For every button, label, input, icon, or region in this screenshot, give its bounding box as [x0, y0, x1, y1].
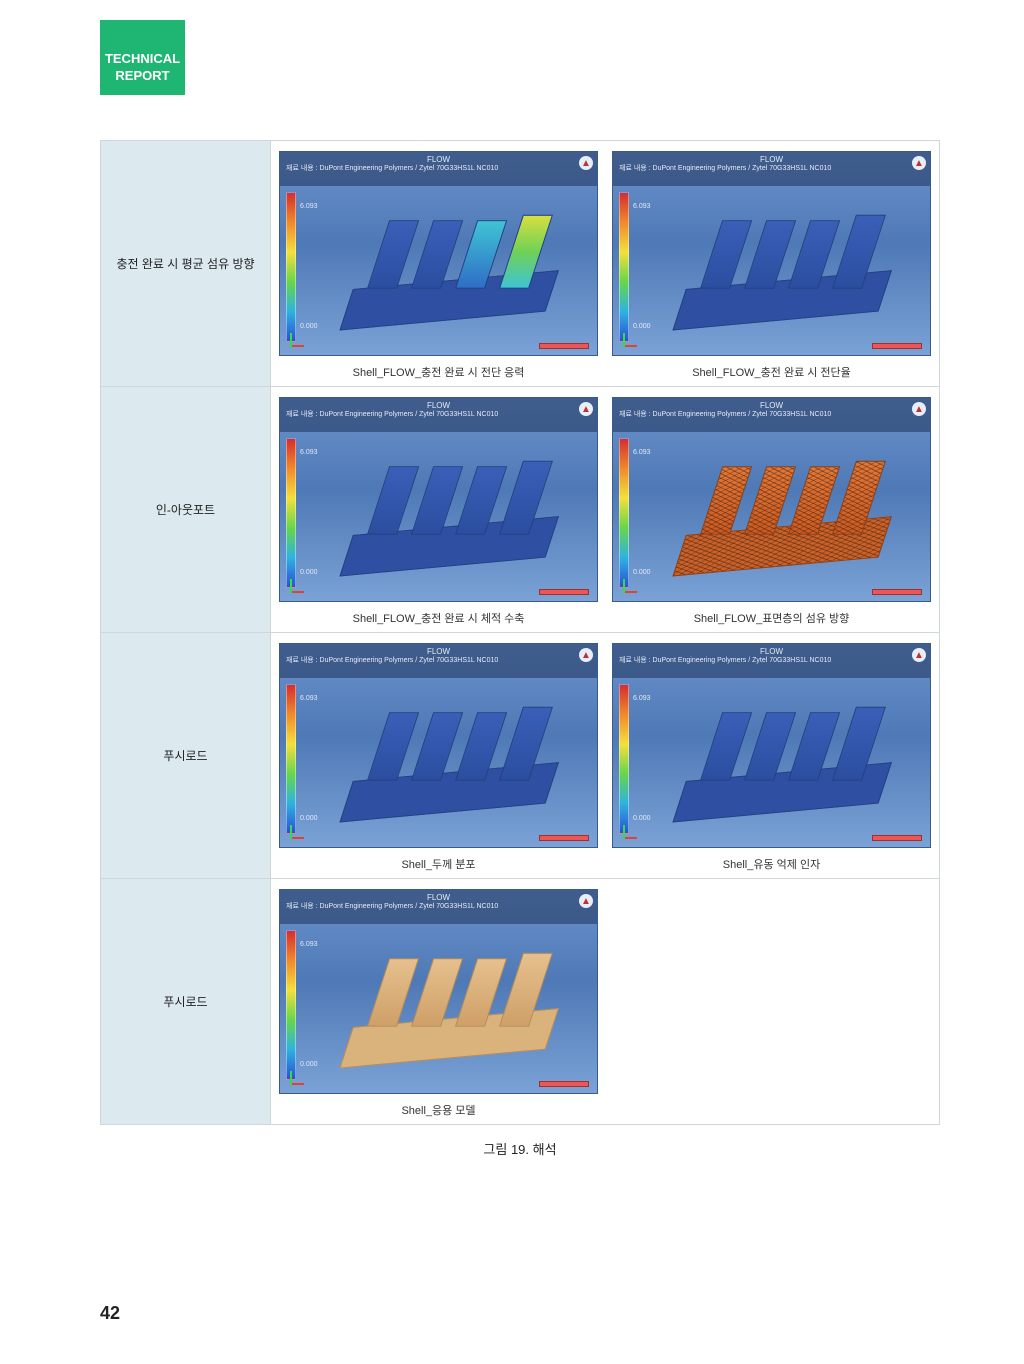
close-icon: ▲ — [579, 648, 593, 662]
sim-header: FLOW 재료 내용 : DuPont Engineering Polymers… — [280, 398, 597, 432]
row-content: FLOW 재료 내용 : DuPont Engineering Polymers… — [271, 633, 939, 878]
close-icon: ▲ — [579, 402, 593, 416]
figure-column: FLOW 재료 내용 : DuPont Engineering Polymers… — [279, 643, 598, 872]
axis-icon — [623, 571, 645, 593]
figure-column: FLOW 재료 내용 : DuPont Engineering Polymers… — [279, 889, 598, 1118]
simulation-viewport: FLOW 재료 내용 : DuPont Engineering Polymers… — [279, 151, 598, 356]
legend-ticks: 6.0930.000 — [633, 684, 651, 834]
scale-bar — [872, 835, 922, 841]
scale-bar — [539, 1081, 589, 1087]
axis-icon — [623, 325, 645, 347]
scale-bar — [539, 835, 589, 841]
figure-caption: Shell_FLOW_표면층의 섬유 방향 — [694, 610, 850, 626]
figure-column: FLOW 재료 내용 : DuPont Engineering Polymers… — [612, 151, 931, 380]
figure-column: FLOW 재료 내용 : DuPont Engineering Polymers… — [612, 643, 931, 872]
figure-table: 충전 완료 시 평균 섬유 방향 FLOW 재료 내용 : DuPont Eng… — [100, 140, 940, 1125]
axis-icon — [290, 571, 312, 593]
figure-column-empty — [612, 889, 931, 1118]
simulation-viewport: FLOW 재료 내용 : DuPont Engineering Polymers… — [279, 643, 598, 848]
scale-bar — [539, 589, 589, 595]
simulation-viewport: FLOW 재료 내용 : DuPont Engineering Polymers… — [612, 643, 931, 848]
color-legend — [286, 438, 296, 588]
sim-header: FLOW 재료 내용 : DuPont Engineering Polymers… — [280, 890, 597, 924]
table-row: 인-아웃포트 FLOW 재료 내용 : DuPont Engineering P… — [101, 387, 939, 633]
row-content: FLOW 재료 내용 : DuPont Engineering Polymers… — [271, 879, 939, 1124]
rendered-part — [675, 459, 910, 567]
simulation-viewport: FLOW 재료 내용 : DuPont Engineering Polymers… — [612, 151, 931, 356]
figure-caption: Shell_FLOW_충전 완료 시 전단율 — [692, 364, 851, 380]
legend-ticks: 6.0930.000 — [633, 438, 651, 588]
row-content: FLOW 재료 내용 : DuPont Engineering Polymers… — [271, 387, 939, 632]
badge-line1: TECHNICAL — [105, 51, 180, 68]
technical-report-badge: TECHNICAL REPORT — [100, 20, 185, 95]
close-icon: ▲ — [912, 402, 926, 416]
legend-ticks: 6.0930.000 — [300, 192, 318, 342]
color-legend — [286, 930, 296, 1080]
row-label: 충전 완료 시 평균 섬유 방향 — [101, 141, 271, 386]
legend-ticks: 6.0930.000 — [300, 684, 318, 834]
simulation-viewport: FLOW 재료 내용 : DuPont Engineering Polymers… — [612, 397, 931, 602]
axis-icon — [290, 325, 312, 347]
figure-caption: Shell_두께 분포 — [401, 856, 475, 872]
row-label: 인-아웃포트 — [101, 387, 271, 632]
rendered-part — [342, 213, 577, 321]
sim-header: FLOW 재료 내용 : DuPont Engineering Polymers… — [280, 152, 597, 186]
rendered-part — [675, 213, 910, 321]
figure-caption: Shell_응용 모델 — [401, 1102, 475, 1118]
sim-header: FLOW 재료 내용 : DuPont Engineering Polymers… — [280, 644, 597, 678]
badge-line2: REPORT — [115, 68, 169, 85]
rendered-part — [342, 951, 577, 1059]
rendered-part — [342, 459, 577, 567]
axis-icon — [290, 817, 312, 839]
sim-header: FLOW 재료 내용 : DuPont Engineering Polymers… — [613, 398, 930, 432]
figure-caption: Shell_FLOW_충전 완료 시 전단 응력 — [353, 364, 525, 380]
table-row: 푸시로드 FLOW 재료 내용 : DuPont Engineering Pol… — [101, 879, 939, 1124]
axis-icon — [290, 1063, 312, 1085]
sim-header: FLOW 재료 내용 : DuPont Engineering Polymers… — [613, 152, 930, 186]
row-content: FLOW 재료 내용 : DuPont Engineering Polymers… — [271, 141, 939, 386]
color-legend — [619, 684, 629, 834]
simulation-viewport: FLOW 재료 내용 : DuPont Engineering Polymers… — [279, 397, 598, 602]
legend-ticks: 6.0930.000 — [300, 930, 318, 1080]
row-label: 푸시로드 — [101, 633, 271, 878]
figure-column: FLOW 재료 내용 : DuPont Engineering Polymers… — [279, 151, 598, 380]
scale-bar — [872, 589, 922, 595]
figure-caption: Shell_유동 억제 인자 — [723, 856, 820, 872]
scale-bar — [539, 343, 589, 349]
figure-column: FLOW 재료 내용 : DuPont Engineering Polymers… — [612, 397, 931, 626]
figure-column: FLOW 재료 내용 : DuPont Engineering Polymers… — [279, 397, 598, 626]
row-label: 푸시로드 — [101, 879, 271, 1124]
figure-caption: Shell_FLOW_충전 완료 시 체적 수축 — [353, 610, 525, 626]
rendered-part — [342, 705, 577, 813]
legend-ticks: 6.0930.000 — [300, 438, 318, 588]
rendered-part — [675, 705, 910, 813]
close-icon: ▲ — [579, 156, 593, 170]
color-legend — [619, 192, 629, 342]
color-legend — [286, 192, 296, 342]
simulation-viewport: FLOW 재료 내용 : DuPont Engineering Polymers… — [279, 889, 598, 1094]
color-legend — [619, 438, 629, 588]
sim-header: FLOW 재료 내용 : DuPont Engineering Polymers… — [613, 644, 930, 678]
table-row: 푸시로드 FLOW 재료 내용 : DuPont Engineering Pol… — [101, 633, 939, 879]
table-row: 충전 완료 시 평균 섬유 방향 FLOW 재료 내용 : DuPont Eng… — [101, 141, 939, 387]
close-icon: ▲ — [912, 156, 926, 170]
legend-ticks: 6.0930.000 — [633, 192, 651, 342]
figure-title: 그림 19. 해석 — [100, 1139, 940, 1158]
close-icon: ▲ — [912, 648, 926, 662]
page-number: 42 — [100, 1303, 120, 1324]
scale-bar — [872, 343, 922, 349]
close-icon: ▲ — [579, 894, 593, 908]
axis-icon — [623, 817, 645, 839]
color-legend — [286, 684, 296, 834]
